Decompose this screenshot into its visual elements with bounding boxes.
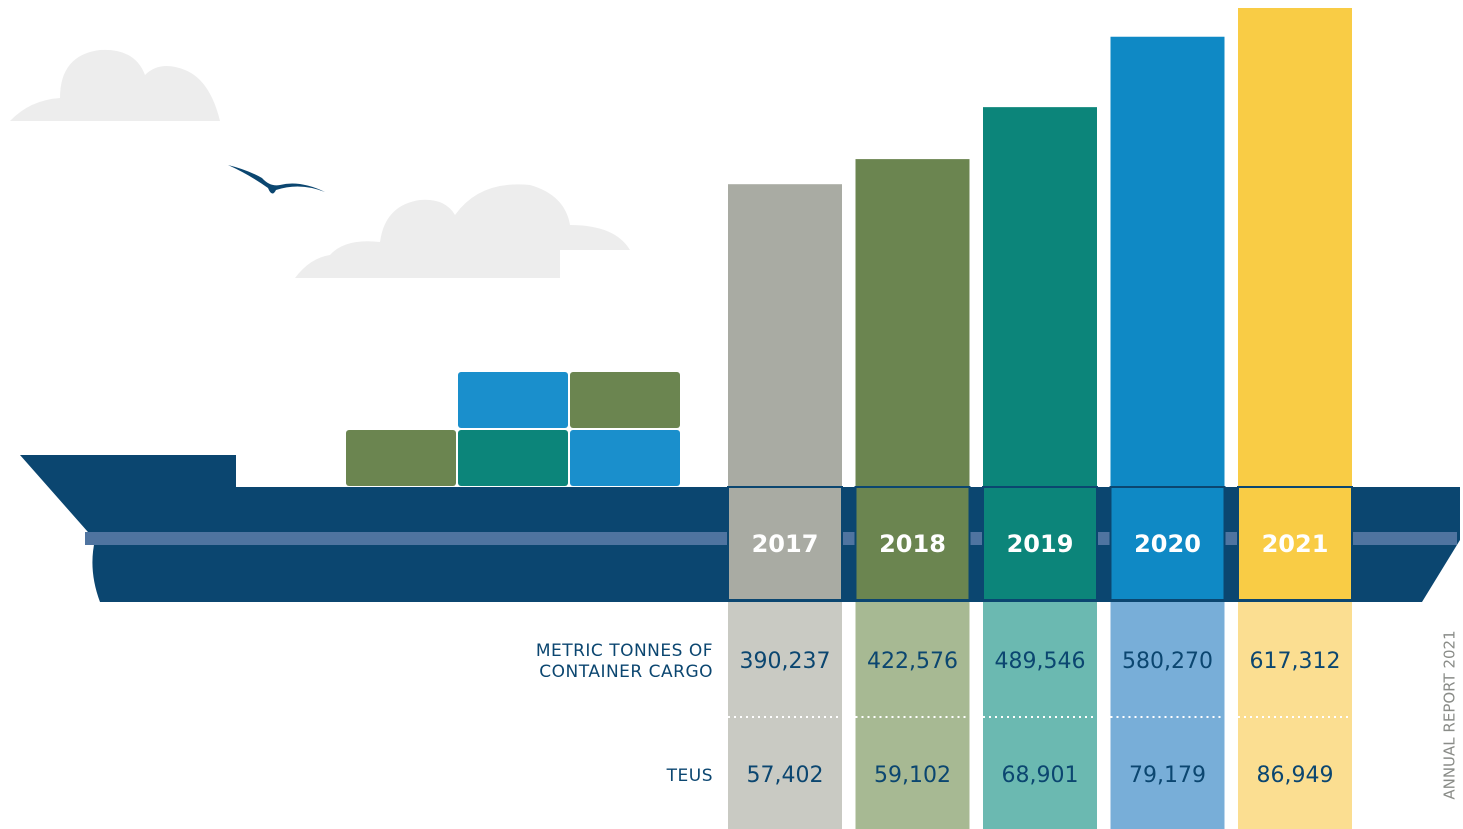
- value-label: 489,546: [995, 649, 1086, 674]
- value-label: 86,949: [1257, 763, 1334, 788]
- value-label: 617,312: [1250, 649, 1341, 674]
- value-label: 59,102: [874, 763, 951, 788]
- year-box: [982, 486, 1098, 601]
- side-label: ANNUAL REPORT 2021: [1441, 630, 1459, 799]
- year-label: 2020: [1134, 530, 1201, 558]
- value-label: 57,402: [747, 763, 824, 788]
- year-box: [727, 486, 843, 601]
- bar: [1110, 36, 1225, 487]
- data-column: [728, 602, 842, 829]
- row-label: METRIC TONNES OF CONTAINER CARGO: [535, 641, 713, 682]
- year-box: [854, 486, 971, 601]
- value-label: 390,237: [740, 649, 831, 674]
- value-label: 580,270: [1122, 649, 1213, 674]
- clouds: [10, 49, 630, 278]
- bar: [728, 184, 842, 488]
- data-column: [855, 602, 970, 829]
- data-column: [1110, 602, 1225, 829]
- bird: [228, 165, 325, 194]
- year-label: 2019: [1007, 530, 1074, 558]
- year-label: 2017: [752, 530, 819, 558]
- year-box: [1109, 486, 1226, 601]
- bar: [855, 159, 970, 487]
- value-label: 68,901: [1002, 763, 1079, 788]
- value-label: 422,576: [867, 649, 958, 674]
- year-box: [1237, 486, 1353, 601]
- year-label: 2018: [879, 530, 946, 558]
- value-label: 79,179: [1129, 763, 1206, 788]
- data-column: [1238, 602, 1352, 829]
- data-column: [983, 602, 1097, 829]
- bar: [1238, 8, 1352, 487]
- containers: [346, 372, 680, 486]
- year-label: 2021: [1262, 530, 1329, 558]
- row-label: TEUS: [666, 766, 713, 786]
- bar: [983, 107, 1097, 488]
